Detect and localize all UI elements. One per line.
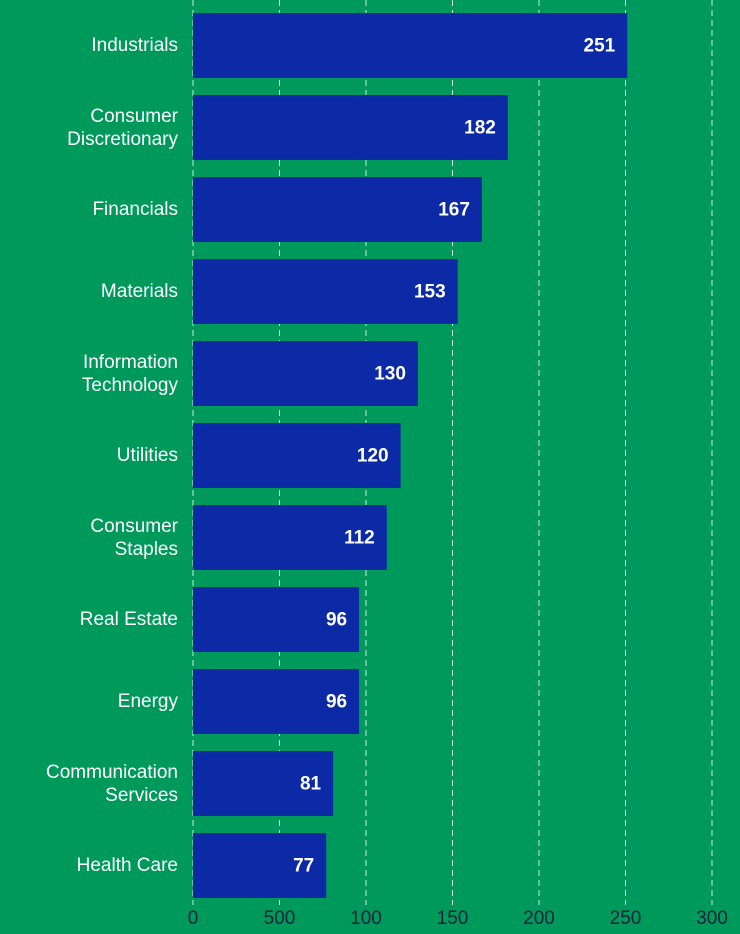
bar (193, 13, 628, 78)
y-tick-label: Utilities (116, 445, 178, 466)
y-tick-label: Health Care (76, 855, 178, 876)
x-tick-label: 500 (264, 908, 296, 929)
x-tick-label: 250 (610, 908, 642, 929)
x-tick-label: 150 (437, 908, 469, 929)
x-tick-label: 300 (696, 908, 728, 929)
y-tick-label: Energy (117, 691, 178, 712)
value-label: 96 (326, 610, 347, 631)
value-label: 96 (326, 692, 347, 713)
y-tick-label: Consumer Staples (90, 515, 178, 560)
y-tick-label: Consumer Discretionary (67, 105, 178, 150)
bar (193, 833, 327, 898)
y-tick-label: Materials (100, 281, 178, 302)
bar (193, 669, 360, 734)
bar (193, 587, 360, 652)
bar (193, 751, 334, 816)
y-tick-label: Information Technology (81, 351, 178, 396)
bar (193, 177, 482, 242)
value-label: 77 (293, 856, 314, 877)
bar (193, 341, 418, 406)
value-label: 153 (414, 282, 446, 303)
x-tick-label: 200 (523, 908, 555, 929)
value-label: 251 (584, 36, 616, 57)
value-label: 167 (438, 200, 470, 221)
x-tick-label: 0 (188, 908, 199, 929)
value-label: 120 (357, 446, 389, 467)
bar (193, 423, 401, 488)
bar (193, 95, 508, 160)
bar (193, 505, 387, 570)
x-tick-label: 100 (350, 908, 382, 929)
y-tick-label: Real Estate (79, 609, 178, 630)
y-tick-label: Financials (92, 199, 178, 220)
value-label: 182 (464, 118, 496, 139)
value-label: 81 (300, 774, 322, 795)
y-tick-label: Industrials (91, 35, 178, 56)
y-tick-label: Communication Services (46, 761, 178, 806)
value-label: 130 (374, 364, 406, 385)
bar (193, 259, 458, 324)
value-label: 112 (344, 528, 375, 549)
